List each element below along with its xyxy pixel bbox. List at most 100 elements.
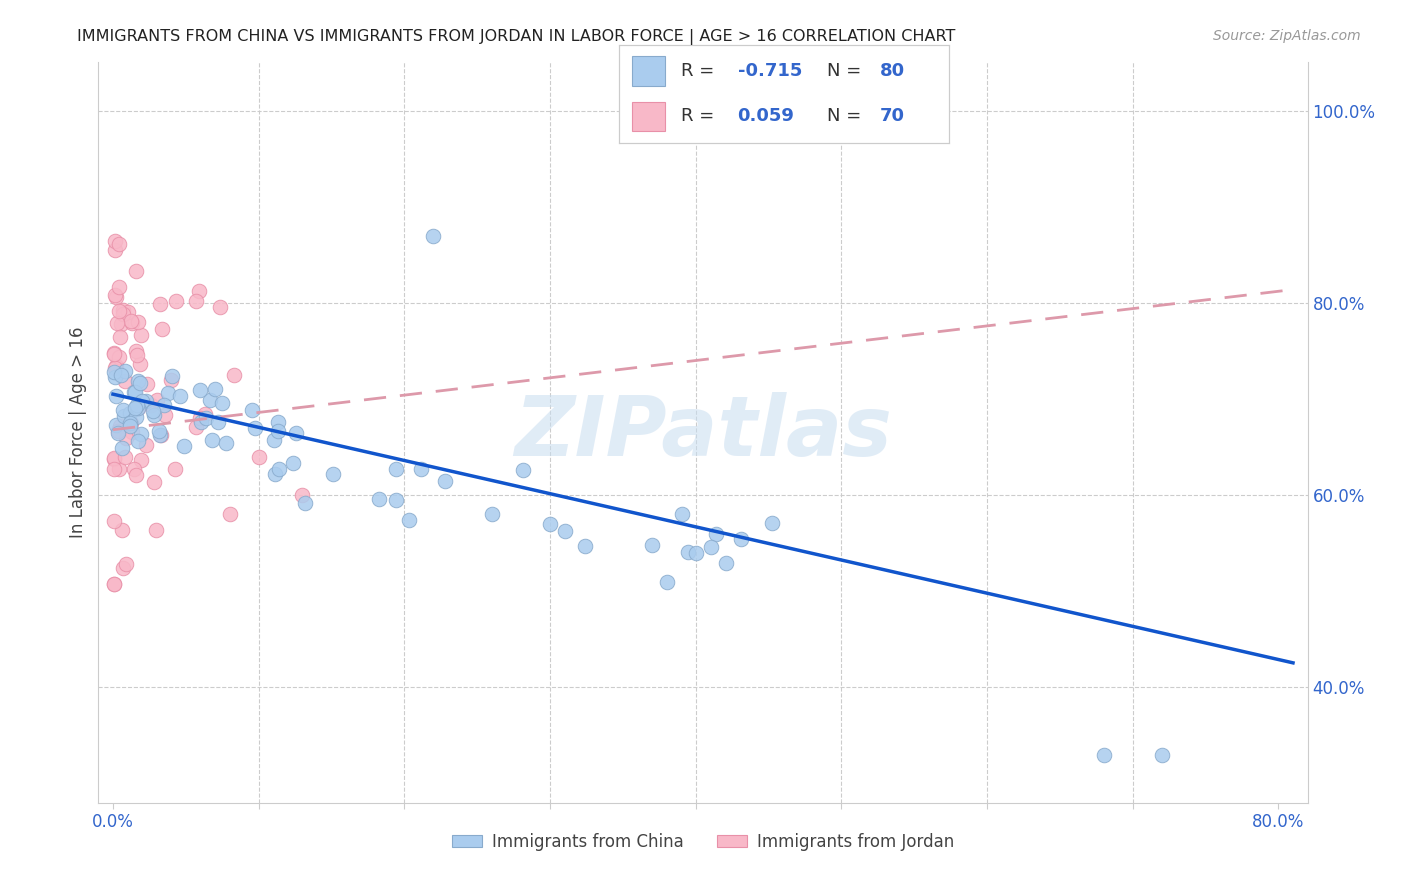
Point: [554, 524, 576, 538]
Point: [125, 343, 148, 358]
Point: [141, 398, 163, 412]
Point: [730, 532, 752, 546]
Point: [129, 357, 152, 371]
Point: [322, 467, 344, 481]
Point: [103, 347, 125, 361]
Point: [165, 294, 187, 309]
Point: [152, 399, 174, 413]
Point: [264, 467, 287, 481]
Point: [384, 493, 406, 508]
Point: [111, 402, 134, 417]
Legend: Immigrants from China, Immigrants from Jordan: Immigrants from China, Immigrants from J…: [446, 826, 960, 857]
Point: [700, 540, 723, 554]
Point: [761, 516, 783, 530]
Point: [284, 425, 307, 440]
Point: [207, 415, 229, 429]
Point: [131, 453, 153, 467]
Point: [481, 508, 503, 522]
Point: [104, 244, 127, 258]
Point: [104, 289, 127, 303]
Point: [143, 408, 166, 422]
Point: [208, 300, 231, 314]
Point: [103, 452, 125, 467]
Point: [104, 369, 127, 384]
Point: [190, 415, 212, 429]
Point: [107, 303, 129, 318]
Point: [110, 317, 132, 331]
Point: [190, 411, 212, 425]
Point: [108, 280, 131, 294]
Point: [267, 415, 290, 429]
Point: [145, 523, 167, 537]
Point: [103, 346, 125, 360]
Point: [142, 403, 165, 417]
Bar: [631, 102, 665, 131]
Point: [283, 456, 305, 470]
Point: [127, 434, 149, 449]
Text: N =: N =: [827, 107, 866, 125]
Point: [267, 424, 290, 438]
Point: [135, 438, 157, 452]
Point: [367, 491, 389, 506]
Point: [146, 393, 169, 408]
Point: [103, 462, 125, 476]
Point: [125, 264, 148, 278]
Bar: [631, 56, 665, 86]
Point: [245, 420, 267, 434]
Point: [104, 388, 127, 402]
Point: [104, 288, 127, 302]
Point: [104, 418, 127, 433]
Point: [222, 368, 245, 382]
Point: [1150, 747, 1173, 762]
Point: [398, 512, 420, 526]
Point: [188, 383, 211, 397]
Point: [678, 545, 700, 559]
Point: [169, 389, 191, 403]
Point: [184, 420, 207, 434]
Point: [129, 376, 152, 390]
Point: [129, 328, 152, 343]
Point: [104, 360, 127, 375]
Point: [157, 386, 180, 401]
Text: R =: R =: [682, 62, 720, 80]
Point: [118, 419, 141, 434]
Point: [112, 409, 135, 423]
Y-axis label: In Labor Force | Age > 16: In Labor Force | Age > 16: [69, 326, 87, 539]
Point: [124, 384, 146, 399]
Point: [150, 322, 173, 336]
Point: [114, 450, 136, 464]
Text: R =: R =: [682, 107, 720, 125]
Point: [195, 410, 218, 425]
Point: [136, 376, 159, 391]
Point: [127, 374, 149, 388]
Point: [294, 496, 316, 510]
Point: [184, 294, 207, 309]
Point: [538, 516, 561, 531]
Point: [103, 514, 125, 528]
Point: [127, 401, 149, 416]
Point: [120, 314, 142, 328]
Point: [422, 228, 444, 243]
Point: [173, 439, 195, 453]
Point: [120, 416, 142, 430]
Point: [671, 507, 693, 521]
Text: 70: 70: [880, 107, 904, 125]
Point: [247, 450, 270, 464]
Point: [135, 393, 157, 408]
Text: -0.715: -0.715: [738, 62, 801, 80]
Point: [122, 384, 145, 399]
Point: [148, 424, 170, 438]
Point: [121, 425, 143, 439]
Point: [110, 418, 132, 433]
Point: [111, 523, 134, 537]
Point: [714, 556, 737, 570]
Point: [122, 462, 145, 476]
Point: [127, 314, 149, 328]
Text: Source: ZipAtlas.com: Source: ZipAtlas.com: [1213, 29, 1361, 43]
Point: [512, 463, 534, 477]
Point: [124, 401, 146, 415]
Point: [201, 434, 224, 448]
Point: [104, 235, 127, 249]
Point: [160, 373, 183, 387]
Point: [149, 427, 172, 442]
